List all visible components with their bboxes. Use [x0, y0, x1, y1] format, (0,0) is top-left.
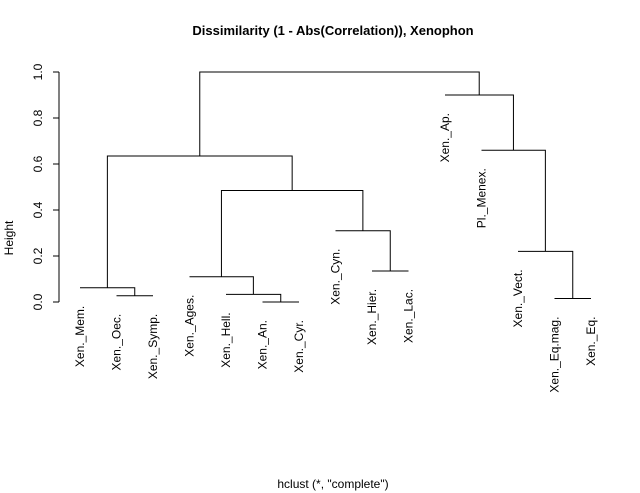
dendrogram-branch: [189, 276, 254, 295]
leaf-label: Xen._Cyr.: [292, 320, 306, 373]
y-axis-label: Height: [2, 220, 16, 255]
leaf-label: Xen._Cyn.: [329, 249, 343, 305]
leaf-label: Xen._Oec.: [110, 314, 124, 371]
y-tick-label: 0.4: [31, 201, 45, 218]
x-axis-label: hclust (*, "complete"): [277, 477, 388, 491]
leaf-label: Xen._Eq.: [584, 317, 598, 366]
dendrogram-branch: [80, 287, 136, 296]
y-tick-label: 1.0: [31, 63, 45, 80]
leaf-label: Xen._Ages.: [183, 295, 197, 357]
y-tick-label: 0.6: [31, 155, 45, 172]
dendrogram-branch: [226, 293, 282, 302]
leaf-label: Xen._Lac.: [402, 289, 416, 343]
dendrogram-branch: [106, 155, 293, 288]
leaf-label: Pl._Menex.: [475, 168, 489, 228]
leaf-label: Xen._Eq.mag.: [548, 317, 562, 393]
dendrogram-branch: [445, 94, 514, 151]
leaf-labels: Xen._Mem. Xen._Oec. Xen._Symp. Xen._Ages. Xe…: [73, 113, 598, 393]
chart-title: Dissimilarity (1 - Abs(Correlation)), Xe…: [192, 23, 473, 38]
dendrogram-branch: [199, 71, 480, 156]
leaf-label: Xen._Vect.: [511, 269, 525, 327]
leaf-label: Xen._Hier.: [365, 289, 379, 345]
leaf-label: Xen._An.: [256, 320, 270, 369]
y-tick-label: 0.0: [31, 293, 45, 310]
leaf-label: Xen._Symp.: [146, 314, 160, 379]
dendrogram-branch: [335, 230, 391, 271]
dendrogram-branches: [80, 71, 591, 303]
leaf-label: Xen._Mem.: [73, 306, 87, 367]
y-axis: 0.0 0.2 0.4 0.6 0.8 1.0: [31, 63, 60, 310]
y-tick-label: 0.2: [31, 247, 45, 264]
leaf-label: Xen._Hell.: [219, 312, 233, 367]
dendrogram-branch: [518, 250, 574, 299]
dendrogram-branch: [481, 149, 546, 252]
leaf-label: Xen._Ap.: [438, 113, 452, 162]
y-tick-label: 0.8: [31, 109, 45, 126]
